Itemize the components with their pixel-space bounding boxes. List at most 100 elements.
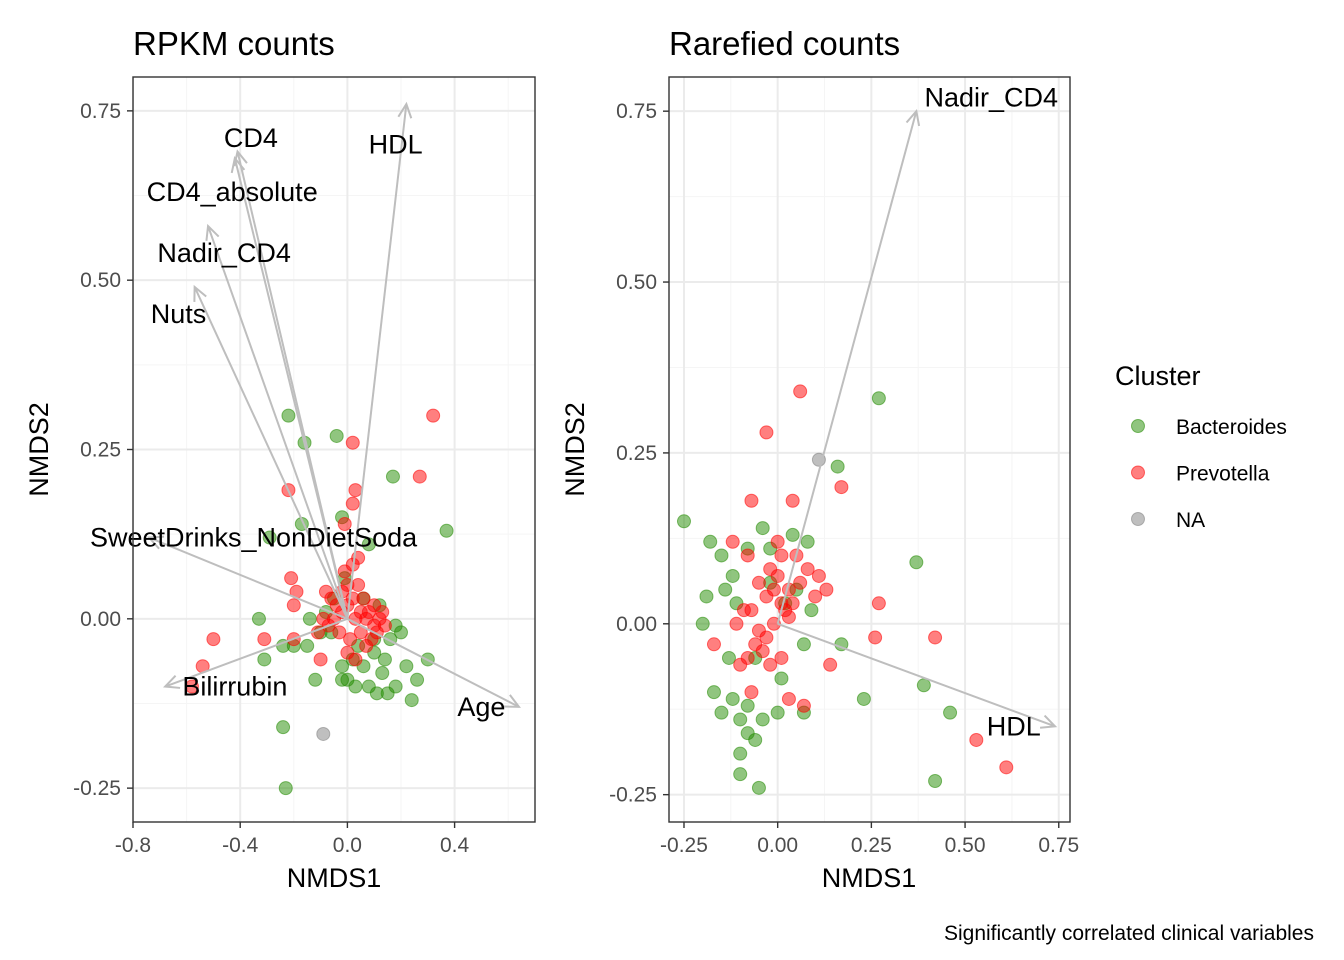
point-bacteroides xyxy=(800,534,815,549)
point-bacteroides xyxy=(740,698,755,713)
point-prevotella xyxy=(740,548,755,563)
legend-item-bacteroides: Bacteroides xyxy=(1131,416,1287,439)
point-bacteroides xyxy=(943,705,958,720)
vector-label: SweetDrinks_NonDietSoda xyxy=(90,523,418,553)
point-bacteroides xyxy=(703,534,718,549)
point-na xyxy=(316,726,331,741)
point-prevotella xyxy=(725,534,740,549)
x-tick-label: -0.25 xyxy=(660,834,708,857)
point-prevotella xyxy=(785,596,800,611)
point-prevotella xyxy=(286,598,301,613)
point-bacteroides xyxy=(308,672,323,687)
point-bacteroides xyxy=(257,652,272,667)
point-bacteroides xyxy=(721,650,736,665)
point-bacteroides xyxy=(300,638,315,653)
vector-label: Nadir_CD4 xyxy=(925,83,1059,113)
vector-label: Nadir_CD4 xyxy=(157,238,291,268)
x-tick-label: 0.25 xyxy=(851,834,892,857)
y-tick-label: 0.75 xyxy=(616,100,657,123)
point-prevotella xyxy=(257,632,272,647)
point-bacteroides xyxy=(748,732,763,747)
point-prevotella xyxy=(733,657,748,672)
x-tick-label: 0.00 xyxy=(757,834,798,857)
point-bacteroides xyxy=(751,780,766,795)
point-bacteroides xyxy=(404,693,419,708)
point-bacteroides xyxy=(733,712,748,727)
point-prevotella xyxy=(770,534,785,549)
vector-arrowhead xyxy=(205,223,220,242)
point-bacteroides xyxy=(399,659,414,674)
point-bacteroides xyxy=(348,679,363,694)
point-prevotella xyxy=(785,493,800,508)
legend-item-prevotella: Prevotella xyxy=(1131,463,1270,486)
point-prevotella xyxy=(348,483,363,498)
y-tick-label: 0.50 xyxy=(80,269,121,292)
x-tick-label: 0.75 xyxy=(1038,834,1079,857)
point-bacteroides xyxy=(755,521,770,536)
vector-arrowhead xyxy=(397,101,413,119)
vector-arrowhead xyxy=(503,694,521,708)
point-prevotella xyxy=(819,582,834,597)
point-prevotella xyxy=(811,568,826,583)
rpkm-panel: HDL CD4 CD4_absolute Nadir_CD4 Nuts SweetDrin… xyxy=(24,25,536,893)
point-bacteroides xyxy=(329,428,344,443)
point-bacteroides xyxy=(916,678,931,693)
vector-label: HDL xyxy=(987,711,1041,741)
point-prevotella xyxy=(834,480,849,495)
y-tick-label: 0.00 xyxy=(616,613,657,636)
point-prevotella xyxy=(928,630,943,645)
point-bacteroides xyxy=(871,391,886,406)
point-bacteroides xyxy=(377,652,392,667)
point-prevotella xyxy=(343,632,358,647)
point-prevotella xyxy=(284,571,299,586)
point-prevotella xyxy=(426,408,441,423)
point-bacteroides xyxy=(796,637,811,652)
legend-title: Cluster xyxy=(1115,361,1201,391)
point-bacteroides xyxy=(335,659,350,674)
vector-hdl xyxy=(346,103,408,619)
point-bacteroides xyxy=(770,705,785,720)
point-bacteroides xyxy=(335,672,350,687)
point-prevotella xyxy=(729,616,744,631)
point-bacteroides xyxy=(804,603,819,618)
point-bacteroides xyxy=(714,548,729,563)
point-prevotella xyxy=(356,591,371,606)
point-prevotella xyxy=(781,609,796,624)
point-prevotella xyxy=(766,582,781,597)
point-prevotella xyxy=(800,562,815,577)
point-prevotella xyxy=(337,517,352,531)
point-bacteroides xyxy=(695,616,710,631)
point-bacteroides xyxy=(410,672,425,687)
legend-key xyxy=(1131,419,1145,433)
vector-cd4_absolute xyxy=(233,158,349,620)
y-tick-label: 0.25 xyxy=(616,442,657,465)
vector-nuts xyxy=(193,286,349,620)
point-bacteroides xyxy=(251,611,266,626)
point-bacteroides xyxy=(388,679,403,694)
grid xyxy=(133,77,535,822)
y-tick-label: -0.25 xyxy=(73,777,121,800)
vector-arrowhead xyxy=(162,675,181,689)
vector-nadir_cd4 xyxy=(776,110,918,625)
point-bacteroides xyxy=(262,530,277,545)
point-bacteroides xyxy=(699,589,714,604)
point-prevotella xyxy=(759,425,774,440)
vector-label: HDL xyxy=(369,130,423,160)
point-bacteroides xyxy=(909,555,924,570)
point-prevotella xyxy=(793,575,808,590)
point-prevotella xyxy=(871,596,886,611)
point-prevotella xyxy=(184,679,199,694)
y-tick-label: 0.00 xyxy=(80,608,121,631)
point-prevotella xyxy=(736,603,751,618)
point-bacteroides xyxy=(725,691,740,706)
vector-arrowhead xyxy=(905,108,921,127)
points xyxy=(676,384,1014,795)
vector-age xyxy=(346,617,520,708)
point-prevotella xyxy=(744,685,759,700)
caption: Significantly correlated clinical variab… xyxy=(944,922,1314,945)
point-bacteroides xyxy=(361,537,376,552)
legend-item-na: NA xyxy=(1131,509,1205,532)
point-bacteroides xyxy=(774,671,789,686)
point-prevotella xyxy=(759,630,774,645)
